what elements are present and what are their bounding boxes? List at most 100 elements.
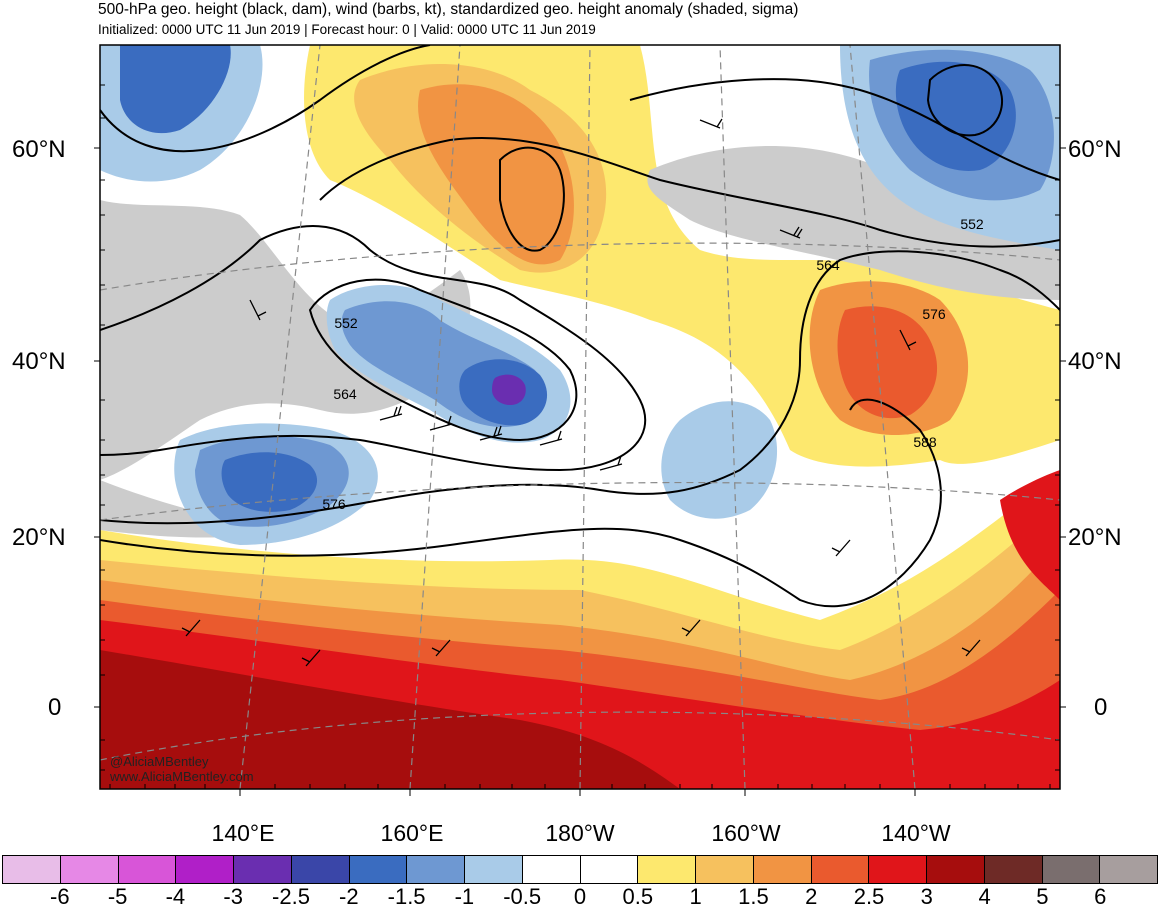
colorbar-swatch [60,856,119,883]
colorbar-swatch [927,856,985,883]
colorbar-swatch [580,856,639,883]
lon-label-180w: 180°W [545,820,615,846]
bottom-ticks [109,784,1051,796]
colorbar-swatch [753,856,812,883]
anomaly-neg-low-center [492,374,526,405]
colorbar-swatch [3,856,61,883]
lat-label-left-20n: 20°N [12,524,66,551]
contour-564-north [319,137,1060,248]
colorbar-tick-label: -3 [223,884,243,909]
wind-barb [249,299,267,321]
graticule-lon-180 [579,45,591,789]
frame-ticks [94,84,1066,796]
contour-label: 552 [960,216,984,232]
colorbar-tick-label: 1 [689,884,702,909]
colorbar [2,855,1158,884]
wind-barb [779,226,803,239]
wind-barbs [181,118,981,667]
colorbar-swatch [234,856,292,883]
colorbar-tick-label: -1 [454,884,475,909]
wind-barb [379,405,403,421]
graticule [100,45,1060,789]
colorbar-tick-label: 1.5 [738,884,769,909]
contour-552-low [308,278,578,442]
graticule-lon-140e [239,45,321,789]
wind-barb [431,639,451,657]
contour-label: 576 [322,496,346,512]
lat-label-right-60n: 60°N [1068,136,1122,163]
lat-label-right-0: 0 [1094,694,1108,721]
colorbar-swatch [349,856,408,883]
colorbar-swatch [638,856,696,883]
colorbar-tick-label: 4 [978,884,991,909]
map-title: 500-hPa geo. height (black, dam), wind (… [98,1,799,18]
colorbar-tick-label: 2 [805,884,818,909]
colorbar-swatch [1042,856,1101,883]
lat-label-right-20n: 20°N [1068,524,1122,551]
colorbar-tick-label: -1.5 [387,884,426,909]
colorbar-tick-label: 0 [573,884,587,909]
lat-label-left-60n: 60°N [12,136,66,163]
map-panel: 552 552 564 564 576 576 588 [94,44,1066,796]
colorbar-swatch [1100,856,1157,883]
colorbar-tick-label: -2.5 [272,884,310,909]
colorbar-tick-label: -6 [50,884,70,909]
colorbar-swatch [465,856,523,883]
colorbar-tick-label: 2.5 [853,884,885,909]
graticule-lon-160w [719,45,746,789]
wind-barb [899,329,917,351]
colorbar-tick-label: 0.5 [622,884,654,909]
wind-barb [479,425,503,441]
colorbar-tick-label: 6 [1094,884,1107,909]
anomaly-neg-arctic-west-core [120,45,231,134]
contour-label: 564 [816,257,840,273]
wind-barb [539,430,563,446]
contour-label: 576 [922,306,946,322]
contour-588 [100,398,942,608]
colorbar-tick-label: -5 [107,884,128,909]
left-ticks [94,84,105,771]
right-ticks [1055,84,1066,771]
contour-552 [100,45,431,153]
lon-label-160e: 160°E [380,820,444,846]
contour-label: 564 [333,386,357,402]
wind-barb [429,415,453,431]
anomaly-4-band [100,650,680,789]
colorbar-swatch [176,856,234,883]
wind-barb [181,619,201,637]
colorbar-swatch [696,856,754,883]
credit-website: www.AliciaMBentley.com [110,769,254,784]
contour-label: 552 [334,315,358,331]
lon-label-160w: 160°W [711,820,781,846]
land-asia [100,200,471,480]
map-subtitle: Initialized: 0000 UTC 11 Jun 2019 | Fore… [98,22,596,37]
anomaly-neg-japan-core [221,452,318,512]
colorbar-tick-label: -0.5 [503,884,542,909]
colorbar-swatch [118,856,177,883]
anomaly-2-north [418,84,574,265]
contour-low-east [926,64,1004,137]
colorbar-tick-label: -2 [339,884,359,909]
anomaly-neg-arctic-east-core [895,61,1016,171]
anomaly-4-band-east [1000,470,1060,600]
colorbar-swatch [984,856,1043,883]
lon-label-140e: 140°E [211,820,275,846]
colorbar-swatch [869,856,927,883]
graticule-lon-160e [409,45,461,789]
anomaly-2_5-gulf [837,306,938,419]
colorbar-swatch [291,856,350,883]
wind-barb [961,639,981,657]
contour-552-north [629,78,1060,181]
colorbar-tick-label: 5 [1036,884,1049,909]
colorbar-swatch [811,856,870,883]
wind-barb [699,118,723,129]
height-contours [100,45,1060,608]
credit-handle: @AliciaMBentley [110,754,209,769]
contour-label: 588 [913,434,937,450]
lon-label-140w: 140°W [881,820,951,846]
wind-barb [599,455,623,471]
contour-closed-north [499,146,565,252]
wind-barb [301,649,321,667]
graticule-lat-40 [100,242,1060,291]
lat-label-left-40n: 40°N [12,348,66,375]
